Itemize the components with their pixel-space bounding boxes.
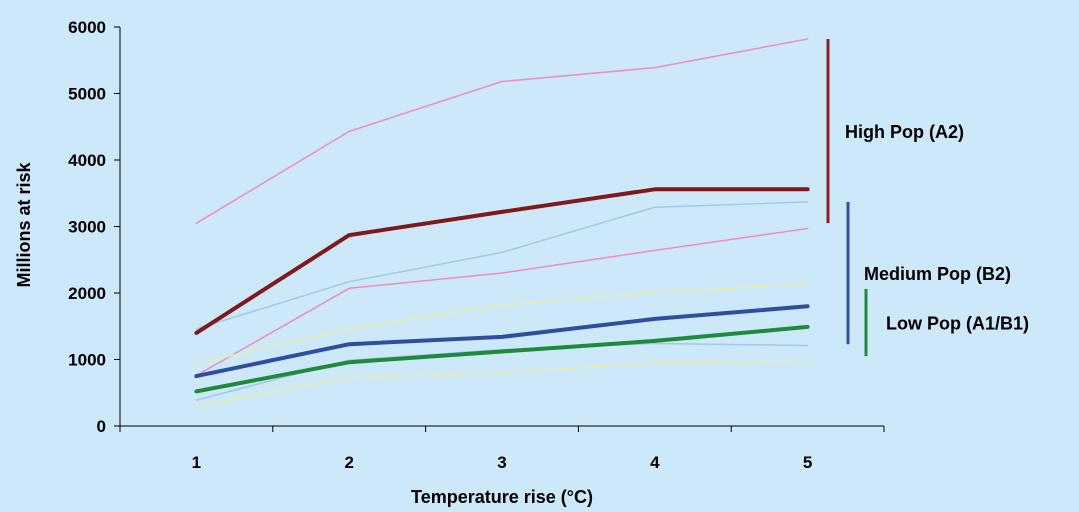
high-central-line [194, 187, 810, 335]
x-tick-label: 5 [803, 453, 812, 472]
range-label: Low Pop (A1/B1) [886, 314, 1029, 334]
y-tick-label: 4000 [68, 151, 106, 170]
low-bound-line [195, 360, 809, 407]
medium-central-line [194, 304, 810, 379]
medium-bound-line [195, 201, 809, 330]
y-tick-label: 0 [97, 417, 106, 436]
x-tick-label: 3 [497, 453, 506, 472]
y-tick-label: 5000 [68, 85, 106, 104]
y-tick-label: 1000 [68, 351, 106, 370]
low-central-line [194, 324, 810, 394]
x-axis-title: Temperature rise (°C) [411, 487, 593, 507]
low-bound-line [195, 282, 809, 365]
y-tick-label: 2000 [68, 284, 106, 303]
y-tick-label: 6000 [68, 18, 106, 37]
series-layer [194, 38, 810, 407]
range-label: High Pop (A2) [845, 122, 964, 142]
high-bound-line [195, 38, 809, 224]
x-tick-label: 2 [344, 453, 353, 472]
x-tick-label: 4 [650, 453, 660, 472]
x-tick-label: 1 [192, 453, 201, 472]
range-label: Medium Pop (B2) [864, 264, 1011, 284]
range-brackets: High Pop (A2) Medium Pop (B2) Low Pop (A1/… [826, 38, 1029, 357]
y-axis-title: Millions at risk [14, 162, 34, 288]
y-tick-label: 3000 [68, 218, 106, 237]
high-bound-line [195, 227, 809, 377]
axes: 0 1000 2000 3000 4000 5000 6000 1 2 3 4 5 [68, 18, 885, 472]
